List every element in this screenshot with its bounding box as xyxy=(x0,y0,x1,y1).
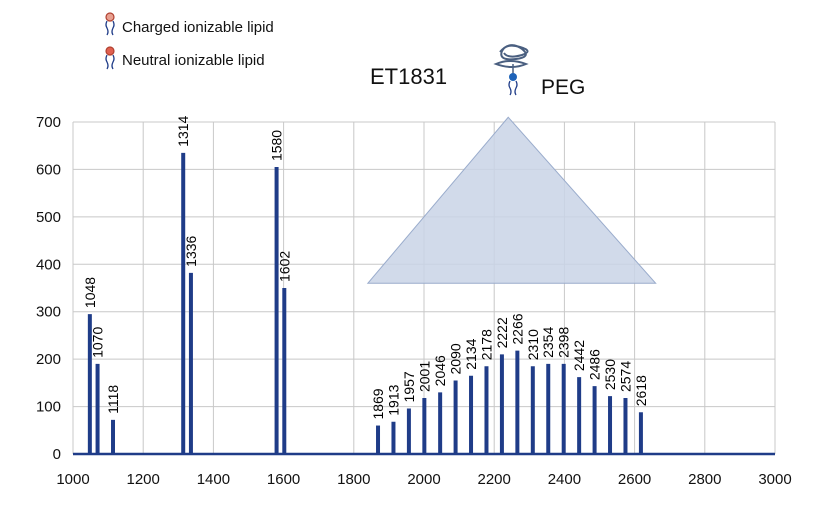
y-tick-label: 700 xyxy=(36,114,61,131)
peak-label-2046: 2046 xyxy=(432,355,448,386)
x-tick-label: 2200 xyxy=(478,471,511,488)
axes: 0 100 200 300 400 500 600 700 1000 1200 1400 1600 18… xyxy=(36,114,792,488)
peak-label-1336: 1336 xyxy=(183,235,199,266)
peak-label-1869: 1869 xyxy=(370,388,386,419)
peak-label-2090: 2090 xyxy=(448,343,464,374)
peak-label-1957: 1957 xyxy=(401,371,417,402)
peg-label: PEG xyxy=(541,76,585,99)
peak-labels: 1048 1070 1118 1314 1336 1580 1602 1869 1913 1957… xyxy=(82,115,649,419)
x-tick-label: 2600 xyxy=(618,471,651,488)
legend-label-neutral: Neutral ionizable lipid xyxy=(122,52,265,69)
x-tick-label: 1800 xyxy=(337,471,370,488)
peak-label-2134: 2134 xyxy=(463,338,479,369)
x-tick-label: 1400 xyxy=(197,471,230,488)
peak-label-2442: 2442 xyxy=(571,340,587,371)
peak-label-2310: 2310 xyxy=(525,329,541,360)
peak-label-1913: 1913 xyxy=(385,384,401,415)
peg-distribution-triangle xyxy=(366,116,657,284)
peak-label-1048: 1048 xyxy=(82,277,98,308)
peak-label-2486: 2486 xyxy=(587,349,603,380)
peak-label-2266: 2266 xyxy=(509,313,525,344)
peak-label-1602: 1602 xyxy=(276,251,292,282)
y-tick-label: 300 xyxy=(36,304,61,321)
peak-label-2178: 2178 xyxy=(478,329,494,360)
x-tick-label: 2800 xyxy=(688,471,721,488)
x-tick-label: 1200 xyxy=(127,471,160,488)
x-tick-label: 2000 xyxy=(407,471,440,488)
compound-label: ET1831 xyxy=(370,64,447,89)
y-tick-label: 200 xyxy=(36,351,61,368)
peak-label-1070: 1070 xyxy=(90,327,106,358)
y-tick-label: 100 xyxy=(36,399,61,416)
y-tick-label: 0 xyxy=(53,446,61,463)
peak-label-2618: 2618 xyxy=(633,375,649,406)
peak-label-2354: 2354 xyxy=(540,327,556,358)
peak-label-1314: 1314 xyxy=(175,115,191,146)
peak-label-2001: 2001 xyxy=(416,361,432,392)
y-tick-label: 400 xyxy=(36,256,61,273)
x-tick-label: 3000 xyxy=(758,471,791,488)
x-tick-label: 1600 xyxy=(267,471,300,488)
y-tick-label: 500 xyxy=(36,209,61,226)
peak-bars xyxy=(87,152,643,454)
peak-label-1118: 1118 xyxy=(105,385,121,414)
y-tick-label: 600 xyxy=(36,161,61,178)
peg-molecule-icon xyxy=(493,44,529,96)
legend: Charged ionizable lipid Neutral ionizabl… xyxy=(105,12,274,70)
peak-label-2530: 2530 xyxy=(602,359,618,390)
peak-label-1580: 1580 xyxy=(269,130,285,161)
x-tick-label: 2400 xyxy=(548,471,581,488)
peak-label-2398: 2398 xyxy=(556,327,572,358)
peak-label-2574: 2574 xyxy=(617,361,633,392)
legend-label-charged: Charged ionizable lipid xyxy=(122,19,274,36)
peg-triangle xyxy=(366,116,657,284)
neutral-lipid-icon xyxy=(105,46,115,70)
peak-label-2222: 2222 xyxy=(494,317,510,348)
charged-lipid-icon xyxy=(105,12,115,36)
x-tick-label: 1000 xyxy=(56,471,89,488)
